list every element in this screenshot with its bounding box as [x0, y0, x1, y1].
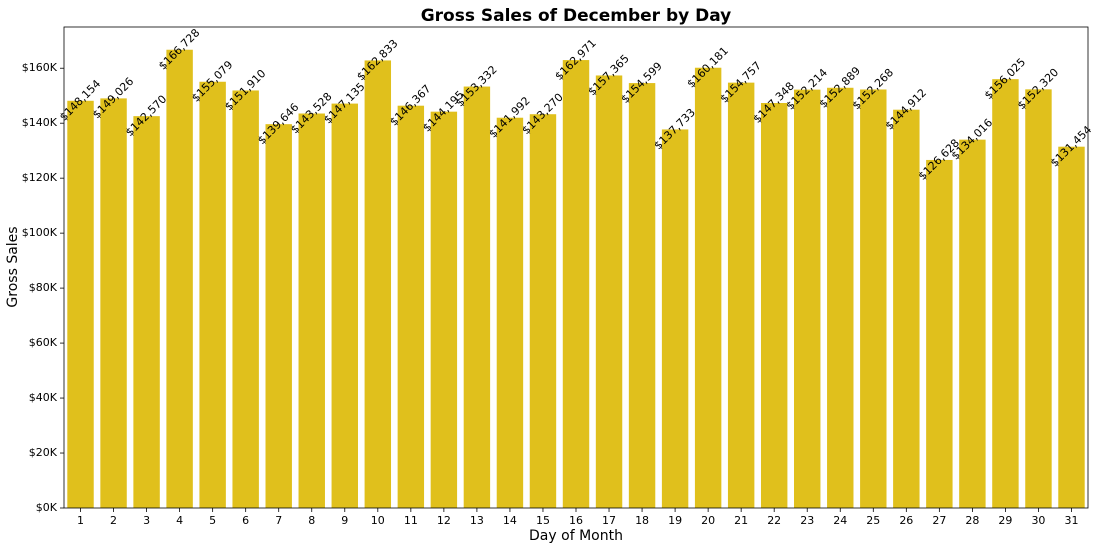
- y-tick-label: $20K: [29, 446, 58, 459]
- bar-day-30: [1025, 89, 1052, 508]
- y-tick-label: $100K: [22, 226, 58, 239]
- bar-day-23: [794, 89, 821, 508]
- x-tick-label: 12: [437, 514, 451, 527]
- bar-day-17: [595, 75, 623, 508]
- bar-day-13: [463, 86, 491, 508]
- x-tick-label: 7: [275, 514, 282, 527]
- y-tick-label: $60K: [29, 336, 58, 349]
- bar-day-5: [199, 81, 226, 508]
- bar-day-16: [562, 60, 590, 509]
- bar-day-28: [959, 139, 986, 508]
- bar-day-20: [694, 67, 722, 508]
- y-tick-label: $80K: [29, 281, 58, 294]
- axes-layer: $0K $20K $40K $60K $80K $100K $120K $140K $160K 1…: [22, 26, 1089, 527]
- bar-day-10: [364, 60, 392, 508]
- x-tick-label: 8: [308, 514, 315, 527]
- bar-day-26: [893, 109, 920, 508]
- y-tick-label: $140K: [22, 116, 58, 129]
- bar-day-11: [397, 105, 425, 508]
- bar-day-1: [67, 100, 94, 508]
- x-tick-label: 21: [734, 514, 748, 527]
- bar-day-29: [992, 79, 1019, 509]
- x-tick-label: 23: [800, 514, 814, 527]
- bar-day-22: [760, 103, 788, 508]
- x-tick-label: 6: [242, 514, 249, 527]
- x-tick-label: 30: [1031, 514, 1045, 527]
- bar-day-25: [860, 89, 887, 508]
- x-tick-label: 17: [602, 514, 616, 527]
- x-tick-label: 2: [110, 514, 117, 527]
- x-tick-label: 18: [635, 514, 649, 527]
- bar-day-7: [265, 124, 292, 509]
- bars-layer: [67, 49, 1085, 509]
- x-tick-label: 4: [176, 514, 183, 527]
- bar-day-21: [727, 82, 755, 508]
- y-tick-label: $120K: [22, 171, 58, 184]
- bar-day-9: [331, 103, 358, 508]
- x-tick-label: 28: [965, 514, 979, 527]
- x-tick-label: 26: [899, 514, 913, 527]
- y-tick-label: $160K: [22, 61, 58, 74]
- x-tick-label: 22: [767, 514, 781, 527]
- x-tick-label: 14: [503, 514, 517, 527]
- y-tick-label: $40K: [29, 391, 58, 404]
- bar-day-19: [661, 129, 689, 508]
- x-tick-label: 10: [371, 514, 385, 527]
- bar-day-27: [926, 159, 953, 508]
- x-tick-label: 5: [209, 514, 216, 527]
- bar-day-8: [298, 113, 325, 508]
- bar-day-24: [827, 87, 854, 509]
- x-tick-label: 11: [404, 514, 418, 527]
- x-axis-label: Day of Month: [529, 528, 623, 544]
- x-tick-label: 19: [668, 514, 682, 527]
- x-tick-label: 3: [143, 514, 150, 527]
- bar-day-31: [1058, 146, 1085, 508]
- bar-day-4: [166, 49, 193, 509]
- bar-day-2: [100, 98, 127, 508]
- x-tick-label: 29: [998, 514, 1012, 527]
- x-tick-label: 31: [1064, 514, 1078, 527]
- bar-day-15: [529, 114, 557, 509]
- bar-day-18: [628, 83, 656, 508]
- bar-day-6: [232, 90, 259, 509]
- x-tick-label: 27: [932, 514, 946, 527]
- x-tick-label: 9: [341, 514, 348, 527]
- y-tick-label: $0K: [36, 501, 58, 514]
- x-tick-label: 24: [833, 514, 847, 527]
- bar-day-12: [430, 111, 458, 509]
- bar-day-3: [133, 116, 160, 508]
- bar-day-14: [496, 117, 524, 508]
- x-tick-label: 15: [536, 514, 550, 527]
- y-axis-label: Gross Sales: [5, 226, 21, 307]
- x-tick-label: 13: [470, 514, 484, 527]
- x-tick-label: 16: [569, 514, 583, 527]
- x-tick-label: 1: [77, 514, 84, 527]
- x-tick-label: 20: [701, 514, 715, 527]
- chart-title: Gross Sales of December by Day: [421, 6, 732, 26]
- x-tick-label: 25: [866, 514, 880, 527]
